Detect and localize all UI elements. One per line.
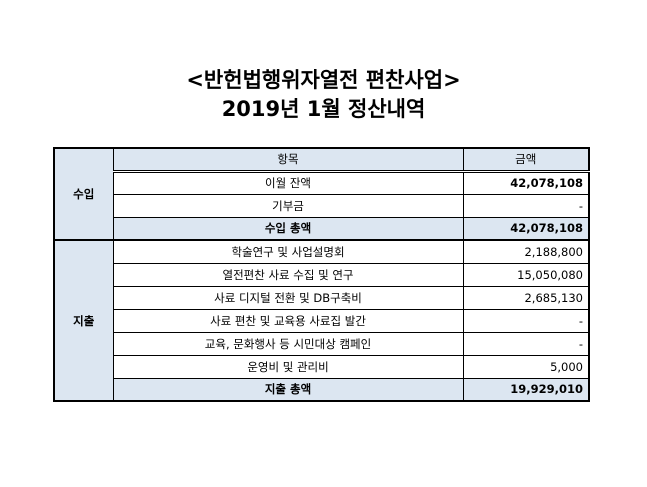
title-line-2: 2019년 1월 정산내역 <box>221 97 426 121</box>
table-row: 열전편찬 사료 수집 및 연구 15,050,080 <box>54 262 590 287</box>
row-item: 이월 잔액 <box>112 170 464 195</box>
table-row: 사료 편찬 및 교육용 사료집 발간 - <box>54 308 590 333</box>
header-row: 수입 항목 금액 <box>53 147 590 241</box>
row-item: 운영비 및 관리비 <box>112 354 464 379</box>
row-item: 학술연구 및 사업설명회 <box>112 239 464 264</box>
row-item: 교육, 문화행사 등 시민대상 캠페인 <box>112 331 464 356</box>
header-amount: 금액 <box>462 147 590 173</box>
row-item: 지출 총액 <box>112 377 464 402</box>
table-row: 운영비 및 관리비 5,000 <box>54 354 590 379</box>
income-category: 수입 <box>53 147 114 241</box>
expense-category: 지출 <box>53 239 114 402</box>
table-row: 사료 디지털 전환 및 DB구축비 2,685,130 <box>54 285 590 310</box>
row-item: 열전편찬 사료 수집 및 연구 <box>112 262 464 287</box>
header-item: 항목 <box>112 147 464 173</box>
row-item: 사료 편찬 및 교육용 사료집 발간 <box>112 308 464 333</box>
row-amount: 42,078,108 <box>462 170 590 195</box>
title-line-1: <반헌법행위자열전 편찬사업> <box>186 68 461 92</box>
income-total-row: 수입 총액 42,078,108 <box>54 216 590 241</box>
row-amount: 2,188,800 <box>462 239 590 264</box>
row-amount: - <box>462 331 590 356</box>
row-amount: - <box>462 193 590 218</box>
row-item: 수입 총액 <box>112 216 464 241</box>
table-row: 지출 학술연구 및 사업설명회 2,188,800 <box>53 239 590 402</box>
row-amount: 42,078,108 <box>462 216 590 241</box>
table-row: 교육, 문화행사 등 시민대상 캠페인 - <box>54 331 590 356</box>
row-amount: 15,050,080 <box>462 262 590 287</box>
table-row: 이월 잔액 42,078,108 <box>54 170 590 195</box>
row-amount: 5,000 <box>462 354 590 379</box>
expense-total-row: 지출 총액 19,929,010 <box>54 377 590 402</box>
row-amount: - <box>462 308 590 333</box>
row-item: 사료 디지털 전환 및 DB구축비 <box>112 285 464 310</box>
row-amount: 19,929,010 <box>462 377 590 402</box>
settlement-table: 수입 항목 금액 이월 잔액 42,078,108 기부금 - 수입 총액 42… <box>53 147 590 402</box>
row-item: 기부금 <box>112 193 464 218</box>
table-row: 기부금 - <box>54 193 590 218</box>
row-amount: 2,685,130 <box>462 285 590 310</box>
